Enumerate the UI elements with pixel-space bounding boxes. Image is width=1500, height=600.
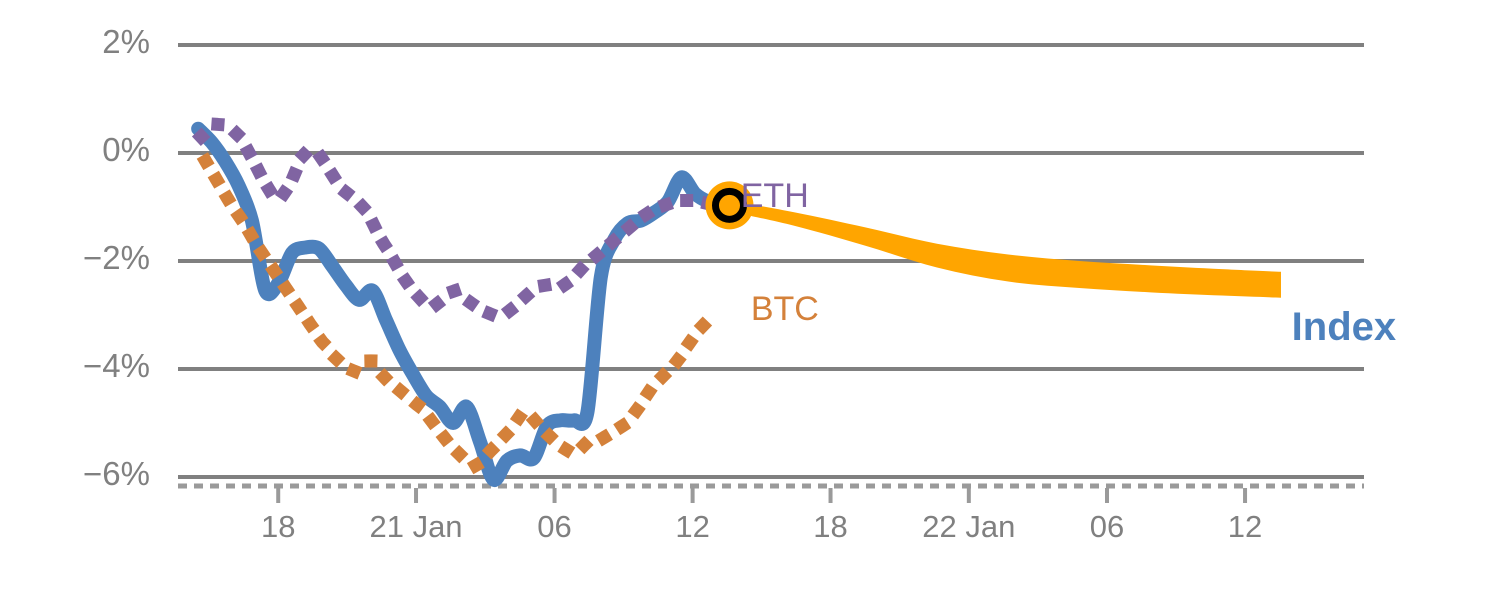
xtick-label-5: 22 Jan bbox=[922, 509, 1016, 544]
x-axis-tick-marks bbox=[276, 488, 1248, 503]
ytick-label-minus4: −4% bbox=[83, 347, 150, 384]
ytick-label-minus6: −6% bbox=[83, 455, 150, 492]
index-series-label: Index bbox=[1291, 305, 1397, 350]
index-forecast-band bbox=[729, 200, 1281, 298]
xtick-label-1: 21 Jan bbox=[369, 509, 463, 544]
series-line-btc bbox=[196, 152, 725, 473]
marker-ring[interactable] bbox=[711, 187, 747, 223]
xtick-label-6: 06 bbox=[1089, 509, 1125, 544]
data-series bbox=[191, 117, 737, 487]
xtick-label-2: 06 bbox=[537, 509, 572, 544]
ytick-label-0: 0% bbox=[102, 131, 150, 168]
xtick-label-0: 18 bbox=[260, 509, 296, 544]
xtick-label-3: 12 bbox=[675, 509, 710, 544]
gridlines bbox=[178, 43, 1364, 479]
forecast-band-area bbox=[729, 200, 1281, 298]
btc-series-label: BTC bbox=[750, 290, 819, 329]
eth-series-label: ETH bbox=[740, 176, 809, 215]
xtick-label-4: 18 bbox=[813, 509, 848, 544]
series-line-eth bbox=[191, 117, 719, 322]
xtick-label-7: 12 bbox=[1227, 509, 1263, 544]
current-value-marker[interactable] bbox=[705, 181, 754, 230]
ytick-label-minus2: −2% bbox=[83, 239, 150, 276]
ytick-label-2: 2% bbox=[102, 23, 150, 60]
